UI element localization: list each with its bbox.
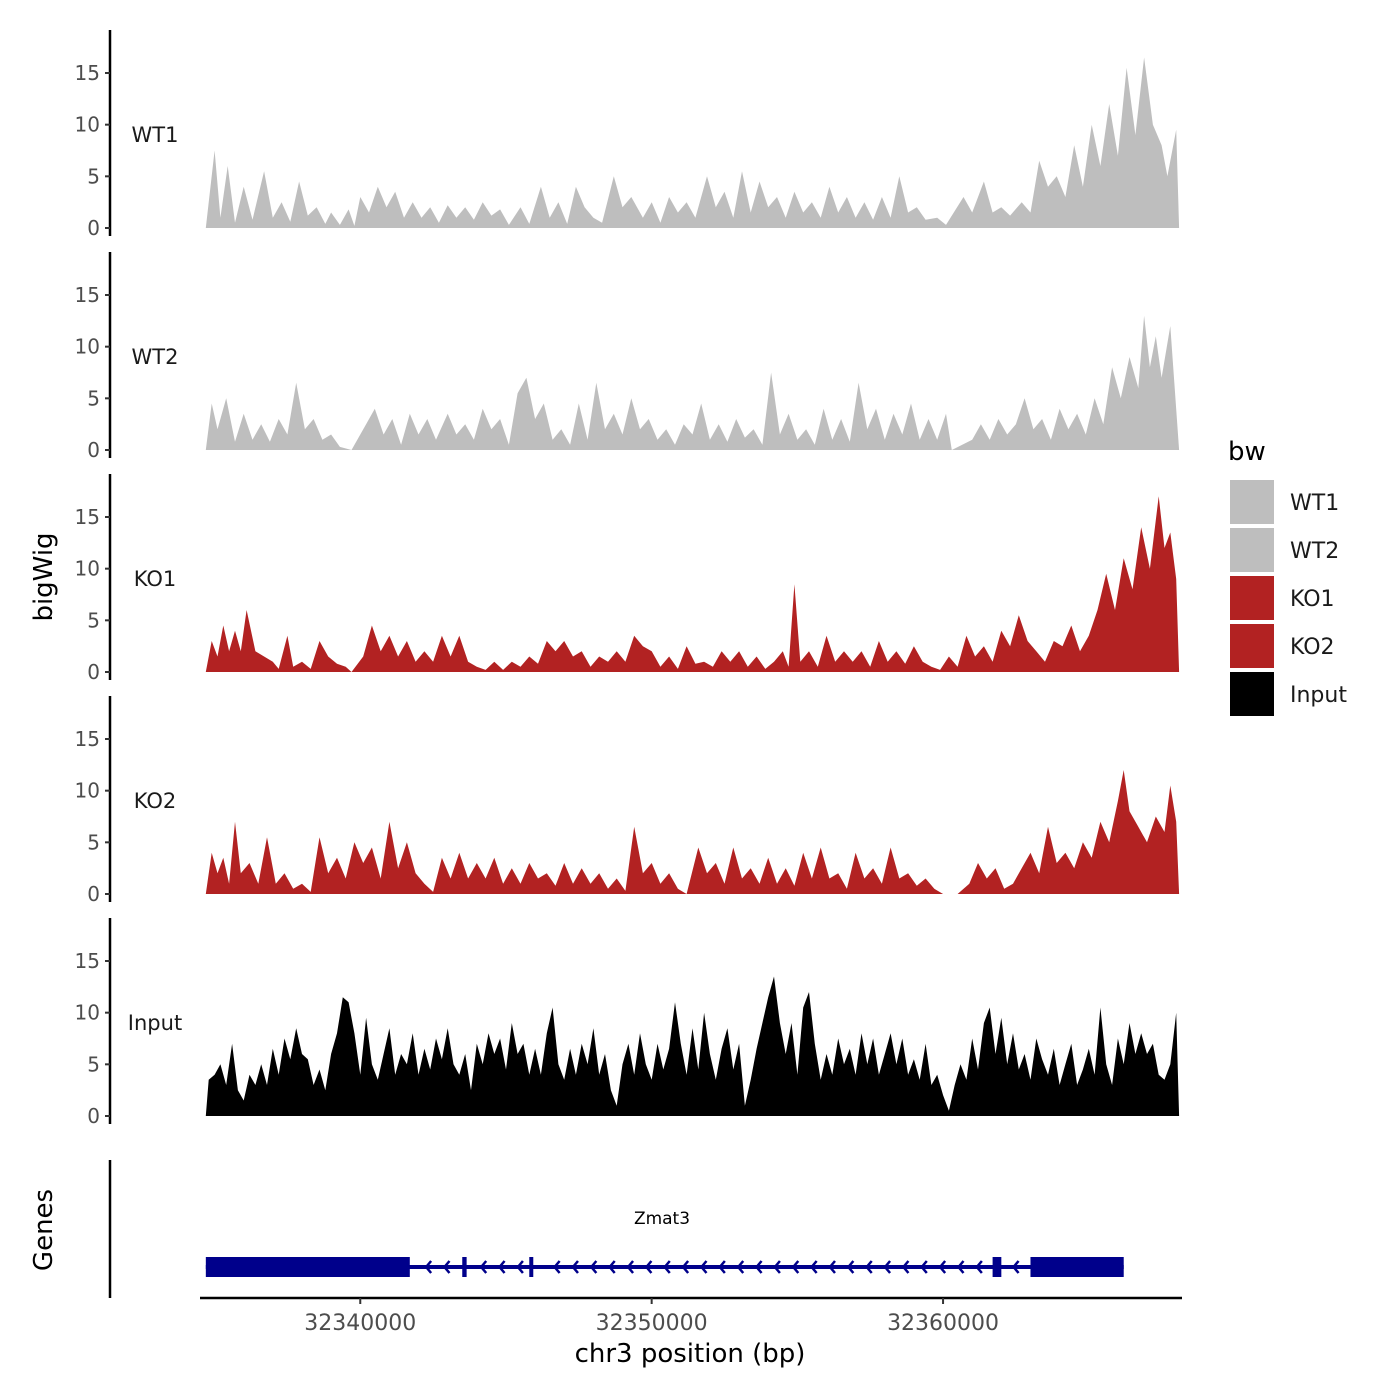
y-tick-label: 10 [75, 779, 100, 803]
y-tick-label: 0 [87, 1104, 100, 1128]
y-tick-label: 15 [75, 949, 100, 973]
track-wt2: 0 5 10 15 WT2 [75, 252, 1180, 462]
track-wt1: 0 5 10 15 WT1 [75, 30, 1180, 240]
y-tick-label: 0 [87, 216, 100, 240]
strand-arrow [644, 1260, 653, 1274]
track-ko2: 0 5 10 15 KO2 [75, 696, 1180, 906]
coverage-tracks: 0 5 10 15 WT1 0 5 10 15 WT2 0 5 10 15 KO1 0 5 10 15 KO2 0 5 10… [75, 30, 1180, 1128]
y-axis-title: bigWig [29, 532, 59, 621]
genes-panel: Zmat3 [108, 1160, 1124, 1298]
gene-exon [205, 1257, 410, 1277]
legend-label-input: Input [1290, 683, 1347, 708]
strand-arrow [754, 1260, 763, 1274]
track-label: WT2 [132, 345, 179, 369]
gene-exon [992, 1257, 1002, 1277]
legend-swatch-wt2 [1230, 528, 1274, 572]
strand-arrow [938, 1260, 947, 1274]
track-label: KO2 [134, 789, 177, 813]
legend-swatch-wt1 [1230, 480, 1274, 524]
strand-arrow [773, 1260, 781, 1274]
strand-arrow [516, 1260, 524, 1274]
strand-arrow [571, 1260, 579, 1274]
y-tick-label: 5 [87, 1052, 100, 1076]
gene-exon [462, 1257, 467, 1277]
y-tick-label: 10 [75, 335, 100, 359]
strand-arrow [626, 1260, 635, 1274]
y-tick-label: 5 [87, 830, 100, 854]
strand-arrow [865, 1260, 873, 1274]
legend-label-wt1: WT1 [1290, 491, 1339, 516]
strand-arrow [828, 1260, 836, 1274]
x-tick-label: 32340000 [304, 1311, 416, 1336]
x-axis: 32340000 32350000 32360000 [200, 1296, 1182, 1336]
genes-axis-title: Genes [29, 1189, 59, 1271]
strand-arrow [699, 1260, 708, 1274]
strand-arrow [663, 1260, 671, 1274]
track-label: Input [128, 1011, 182, 1035]
track-label: KO1 [134, 567, 177, 591]
x-tick-label: 32350000 [596, 1311, 708, 1336]
strand-arrow [1011, 1260, 1020, 1274]
coverage-area-ko2 [205, 770, 1180, 894]
y-tick-label: 0 [87, 882, 100, 906]
strand-arrow [810, 1260, 818, 1274]
x-tick-label: 32360000 [887, 1311, 999, 1336]
y-tick-label: 10 [75, 113, 100, 137]
y-tick-label: 5 [87, 164, 100, 188]
y-tick-label: 10 [75, 557, 100, 581]
gene-name-label: Zmat3 [634, 1209, 690, 1229]
strand-arrow [589, 1260, 598, 1274]
strand-arrow [553, 1260, 561, 1274]
strand-arrow [791, 1260, 800, 1274]
x-axis-title: chr3 position (bp) [575, 1339, 806, 1369]
track-label: WT1 [132, 123, 179, 147]
strand-arrow [846, 1260, 855, 1274]
y-tick-label: 15 [75, 61, 100, 85]
strand-arrow [975, 1260, 983, 1274]
y-tick-label: 0 [87, 438, 100, 462]
gene-exon [529, 1257, 534, 1277]
legend: bw WT1 WT2 KO1 KO2 Input [1228, 437, 1347, 716]
strand-arrow [479, 1260, 488, 1274]
gene-exon [1030, 1257, 1124, 1277]
y-tick-label: 10 [75, 1001, 100, 1025]
y-tick-label: 5 [87, 608, 100, 632]
strand-arrow [681, 1260, 690, 1274]
coverage-area-wt1 [205, 57, 1180, 228]
strand-arrow [736, 1260, 745, 1274]
strand-arrow [608, 1260, 616, 1274]
strand-arrow [956, 1260, 965, 1274]
coverage-area-input [205, 976, 1180, 1116]
legend-swatch-input [1230, 672, 1274, 716]
legend-label-ko2: KO2 [1290, 635, 1335, 660]
coverage-area-ko1 [205, 496, 1180, 672]
legend-label-ko1: KO1 [1290, 587, 1335, 612]
y-tick-label: 15 [75, 727, 100, 751]
track-input: 0 5 10 15 Input [75, 918, 1180, 1128]
coverage-area-wt2 [205, 315, 1180, 450]
legend-swatch-ko1 [1230, 576, 1274, 620]
legend-title: bw [1228, 437, 1266, 467]
legend-label-wt2: WT2 [1290, 539, 1339, 564]
y-tick-label: 15 [75, 283, 100, 307]
y-tick-label: 15 [75, 505, 100, 529]
strand-arrow [424, 1260, 433, 1274]
strand-arrow [920, 1260, 928, 1274]
strand-arrow [442, 1260, 451, 1274]
strand-arrow [883, 1260, 892, 1274]
y-tick-label: 5 [87, 386, 100, 410]
strand-arrow [497, 1260, 506, 1274]
strand-arrow [718, 1260, 726, 1274]
strand-arrow [901, 1260, 910, 1274]
y-tick-label: 0 [87, 660, 100, 684]
legend-swatch-ko2 [1230, 624, 1274, 668]
track-ko1: 0 5 10 15 KO1 [75, 474, 1180, 684]
